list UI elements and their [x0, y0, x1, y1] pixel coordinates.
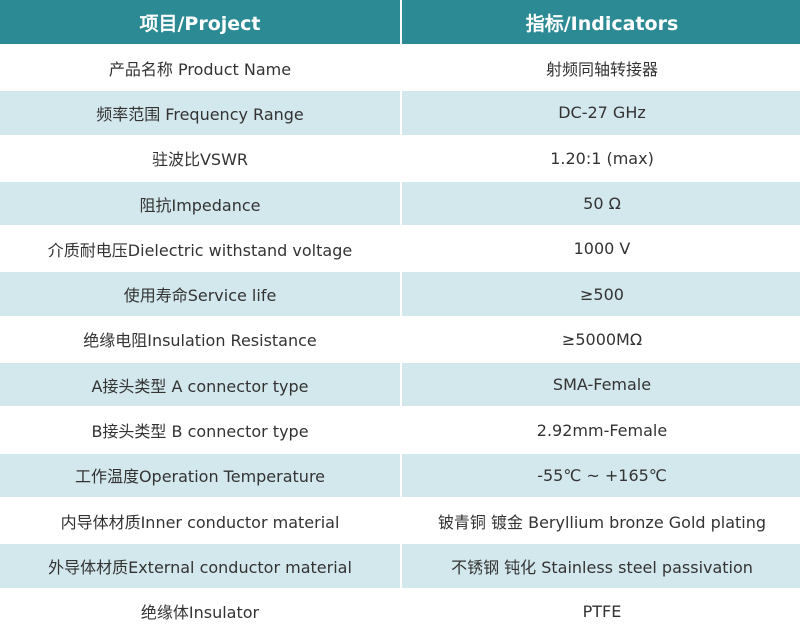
value-cell: SMA-Female [401, 362, 800, 409]
item-cell: 阻抗Impedance [0, 180, 402, 228]
table-head: 项目/Project 指标/Indicators [0, 0, 800, 46]
item-cell: A接头类型 A connector type [0, 362, 402, 409]
table-row: 外导体材质External conductor material 不锈钢 钝化 S… [0, 543, 800, 590]
table-row: 内导体材质Inner conductor material 铍青铜 镀金 Bery… [0, 497, 800, 545]
value-cell: 不锈钢 钝化 Stainless steel passivation [401, 543, 800, 590]
value-cell: 1.20:1 (max) [401, 135, 800, 182]
table-row: 工作温度Operation Temperature -55℃ ~ +165℃ [0, 452, 800, 499]
table-row: B接头类型 B connector type 2.92mm-Female [0, 407, 800, 454]
value-cell: 50 Ω [401, 180, 800, 228]
item-cell: 绝缘电阻Insulation Resistance [0, 316, 402, 364]
value-cell: ≥500 [401, 271, 800, 318]
table-row: 使用寿命Service life ≥500 [0, 271, 800, 318]
table-row: 绝缘电阻Insulation Resistance ≥5000MΩ [0, 316, 800, 364]
header-cell: 项目/Project [0, 0, 402, 46]
value-cell: ≥5000MΩ [401, 316, 800, 364]
item-cell: 使用寿命Service life [0, 271, 402, 318]
table-body: 产品名称 Product Name 射频同轴转接器 频率范围 Frequency R… [0, 45, 800, 635]
item-cell: B接头类型 B connector type [0, 407, 402, 454]
table-row: 介质耐电压Dielectric withstand voltage 1000 V [0, 226, 800, 273]
table-row: 阻抗Impedance 50 Ω [0, 180, 800, 228]
value-cell: -55℃ ~ +165℃ [401, 452, 800, 499]
table-row: 绝缘体Insulator PTFE [0, 588, 800, 635]
item-cell: 工作温度Operation Temperature [0, 452, 402, 499]
value-cell: 2.92mm-Female [401, 407, 800, 454]
item-cell: 绝缘体Insulator [0, 588, 402, 635]
value-cell: 铍青铜 镀金 Beryllium bronze Gold plating [401, 497, 800, 545]
table-row: 频率范围 Frequency Range DC-27 GHz [0, 90, 800, 137]
value-cell: 射频同轴转接器 [401, 45, 800, 92]
table-row: A接头类型 A connector type SMA-Female [0, 362, 800, 409]
header-row: 项目/Project 指标/Indicators [0, 0, 800, 46]
header-cell: 指标/Indicators [401, 0, 800, 46]
item-cell: 频率范围 Frequency Range [0, 90, 402, 137]
item-cell: 介质耐电压Dielectric withstand voltage [0, 226, 402, 273]
table-row: 产品名称 Product Name 射频同轴转接器 [0, 45, 800, 92]
item-cell: 驻波比VSWR [0, 135, 402, 182]
item-cell: 产品名称 Product Name [0, 45, 402, 92]
value-cell: PTFE [401, 588, 800, 635]
value-cell: 1000 V [401, 226, 800, 273]
item-cell: 外导体材质External conductor material [0, 543, 402, 590]
value-cell: DC-27 GHz [401, 90, 800, 137]
item-cell: 内导体材质Inner conductor material [0, 497, 402, 545]
table-row: 驻波比VSWR 1.20:1 (max) [0, 135, 800, 182]
